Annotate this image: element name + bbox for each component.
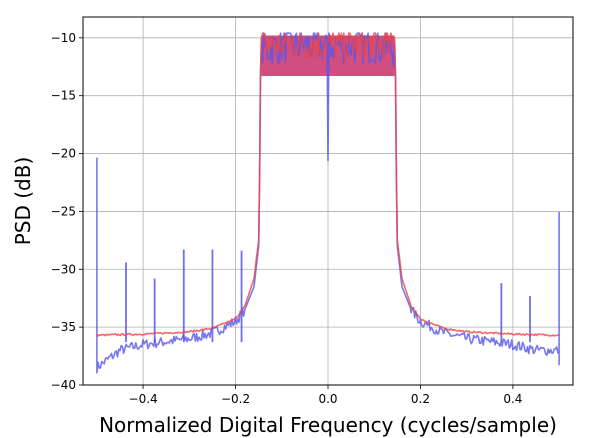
y-tick-label: −30	[51, 262, 76, 276]
x-tick-label: 0.2	[411, 392, 430, 406]
y-tick-label: −35	[51, 320, 76, 334]
y-axis-ticks: −40 −35 −30 −25 −20 −15 −10	[51, 31, 83, 392]
y-tick-label: −40	[51, 378, 76, 392]
y-tick-label: −25	[51, 204, 76, 218]
x-tick-label: −0.2	[221, 392, 250, 406]
y-tick-label: −15	[51, 89, 76, 103]
series-layer	[96, 32, 560, 374]
x-tick-label: 0.4	[503, 392, 522, 406]
x-axis-ticks: −0.4 −0.2 0.0 0.2 0.4	[129, 385, 522, 406]
y-axis-label: PSD (dB)	[11, 157, 35, 246]
y-tick-label: −20	[51, 147, 76, 161]
psd-series-line	[96, 32, 560, 337]
psd-series-line	[96, 32, 560, 374]
x-tick-label: −0.4	[129, 392, 158, 406]
y-tick-label: −10	[51, 31, 76, 45]
x-axis-label: Normalized Digital Frequency (cycles/sam…	[99, 413, 557, 437]
x-tick-label: 0.0	[318, 392, 337, 406]
